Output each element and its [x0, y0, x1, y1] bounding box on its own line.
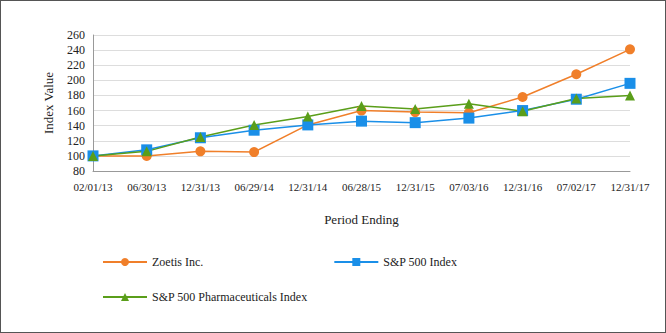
svg-text:06/29/14: 06/29/14 — [235, 181, 275, 193]
svg-text:Index Value: Index Value — [41, 72, 56, 134]
svg-text:140: 140 — [67, 119, 85, 133]
svg-text:12/31/13: 12/31/13 — [181, 181, 221, 193]
svg-text:180: 180 — [67, 88, 85, 102]
svg-text:Zoetis Inc.: Zoetis Inc. — [152, 255, 203, 269]
svg-text:07/03/16: 07/03/16 — [449, 181, 489, 193]
svg-text:06/28/15: 06/28/15 — [342, 181, 382, 193]
svg-text:220: 220 — [67, 58, 85, 72]
svg-text:120: 120 — [67, 134, 85, 148]
svg-text:S&P 500 Index: S&P 500 Index — [383, 255, 457, 269]
svg-text:07/02/17: 07/02/17 — [557, 181, 597, 193]
svg-text:260: 260 — [67, 28, 85, 42]
svg-text:06/30/13: 06/30/13 — [127, 181, 167, 193]
svg-text:02/01/13: 02/01/13 — [73, 181, 113, 193]
svg-text:240: 240 — [67, 43, 85, 57]
svg-text:200: 200 — [67, 73, 85, 87]
svg-text:12/31/16: 12/31/16 — [503, 181, 543, 193]
svg-text:Period Ending: Period Ending — [324, 212, 399, 227]
svg-text:100: 100 — [67, 149, 85, 163]
svg-text:S&P 500 Pharmaceuticals Index: S&P 500 Pharmaceuticals Index — [152, 290, 307, 304]
svg-text:12/31/14: 12/31/14 — [288, 181, 328, 193]
svg-text:160: 160 — [67, 104, 85, 118]
svg-text:12/31/17: 12/31/17 — [610, 181, 650, 193]
svg-text:80: 80 — [73, 164, 85, 178]
svg-text:12/31/15: 12/31/15 — [396, 181, 436, 193]
